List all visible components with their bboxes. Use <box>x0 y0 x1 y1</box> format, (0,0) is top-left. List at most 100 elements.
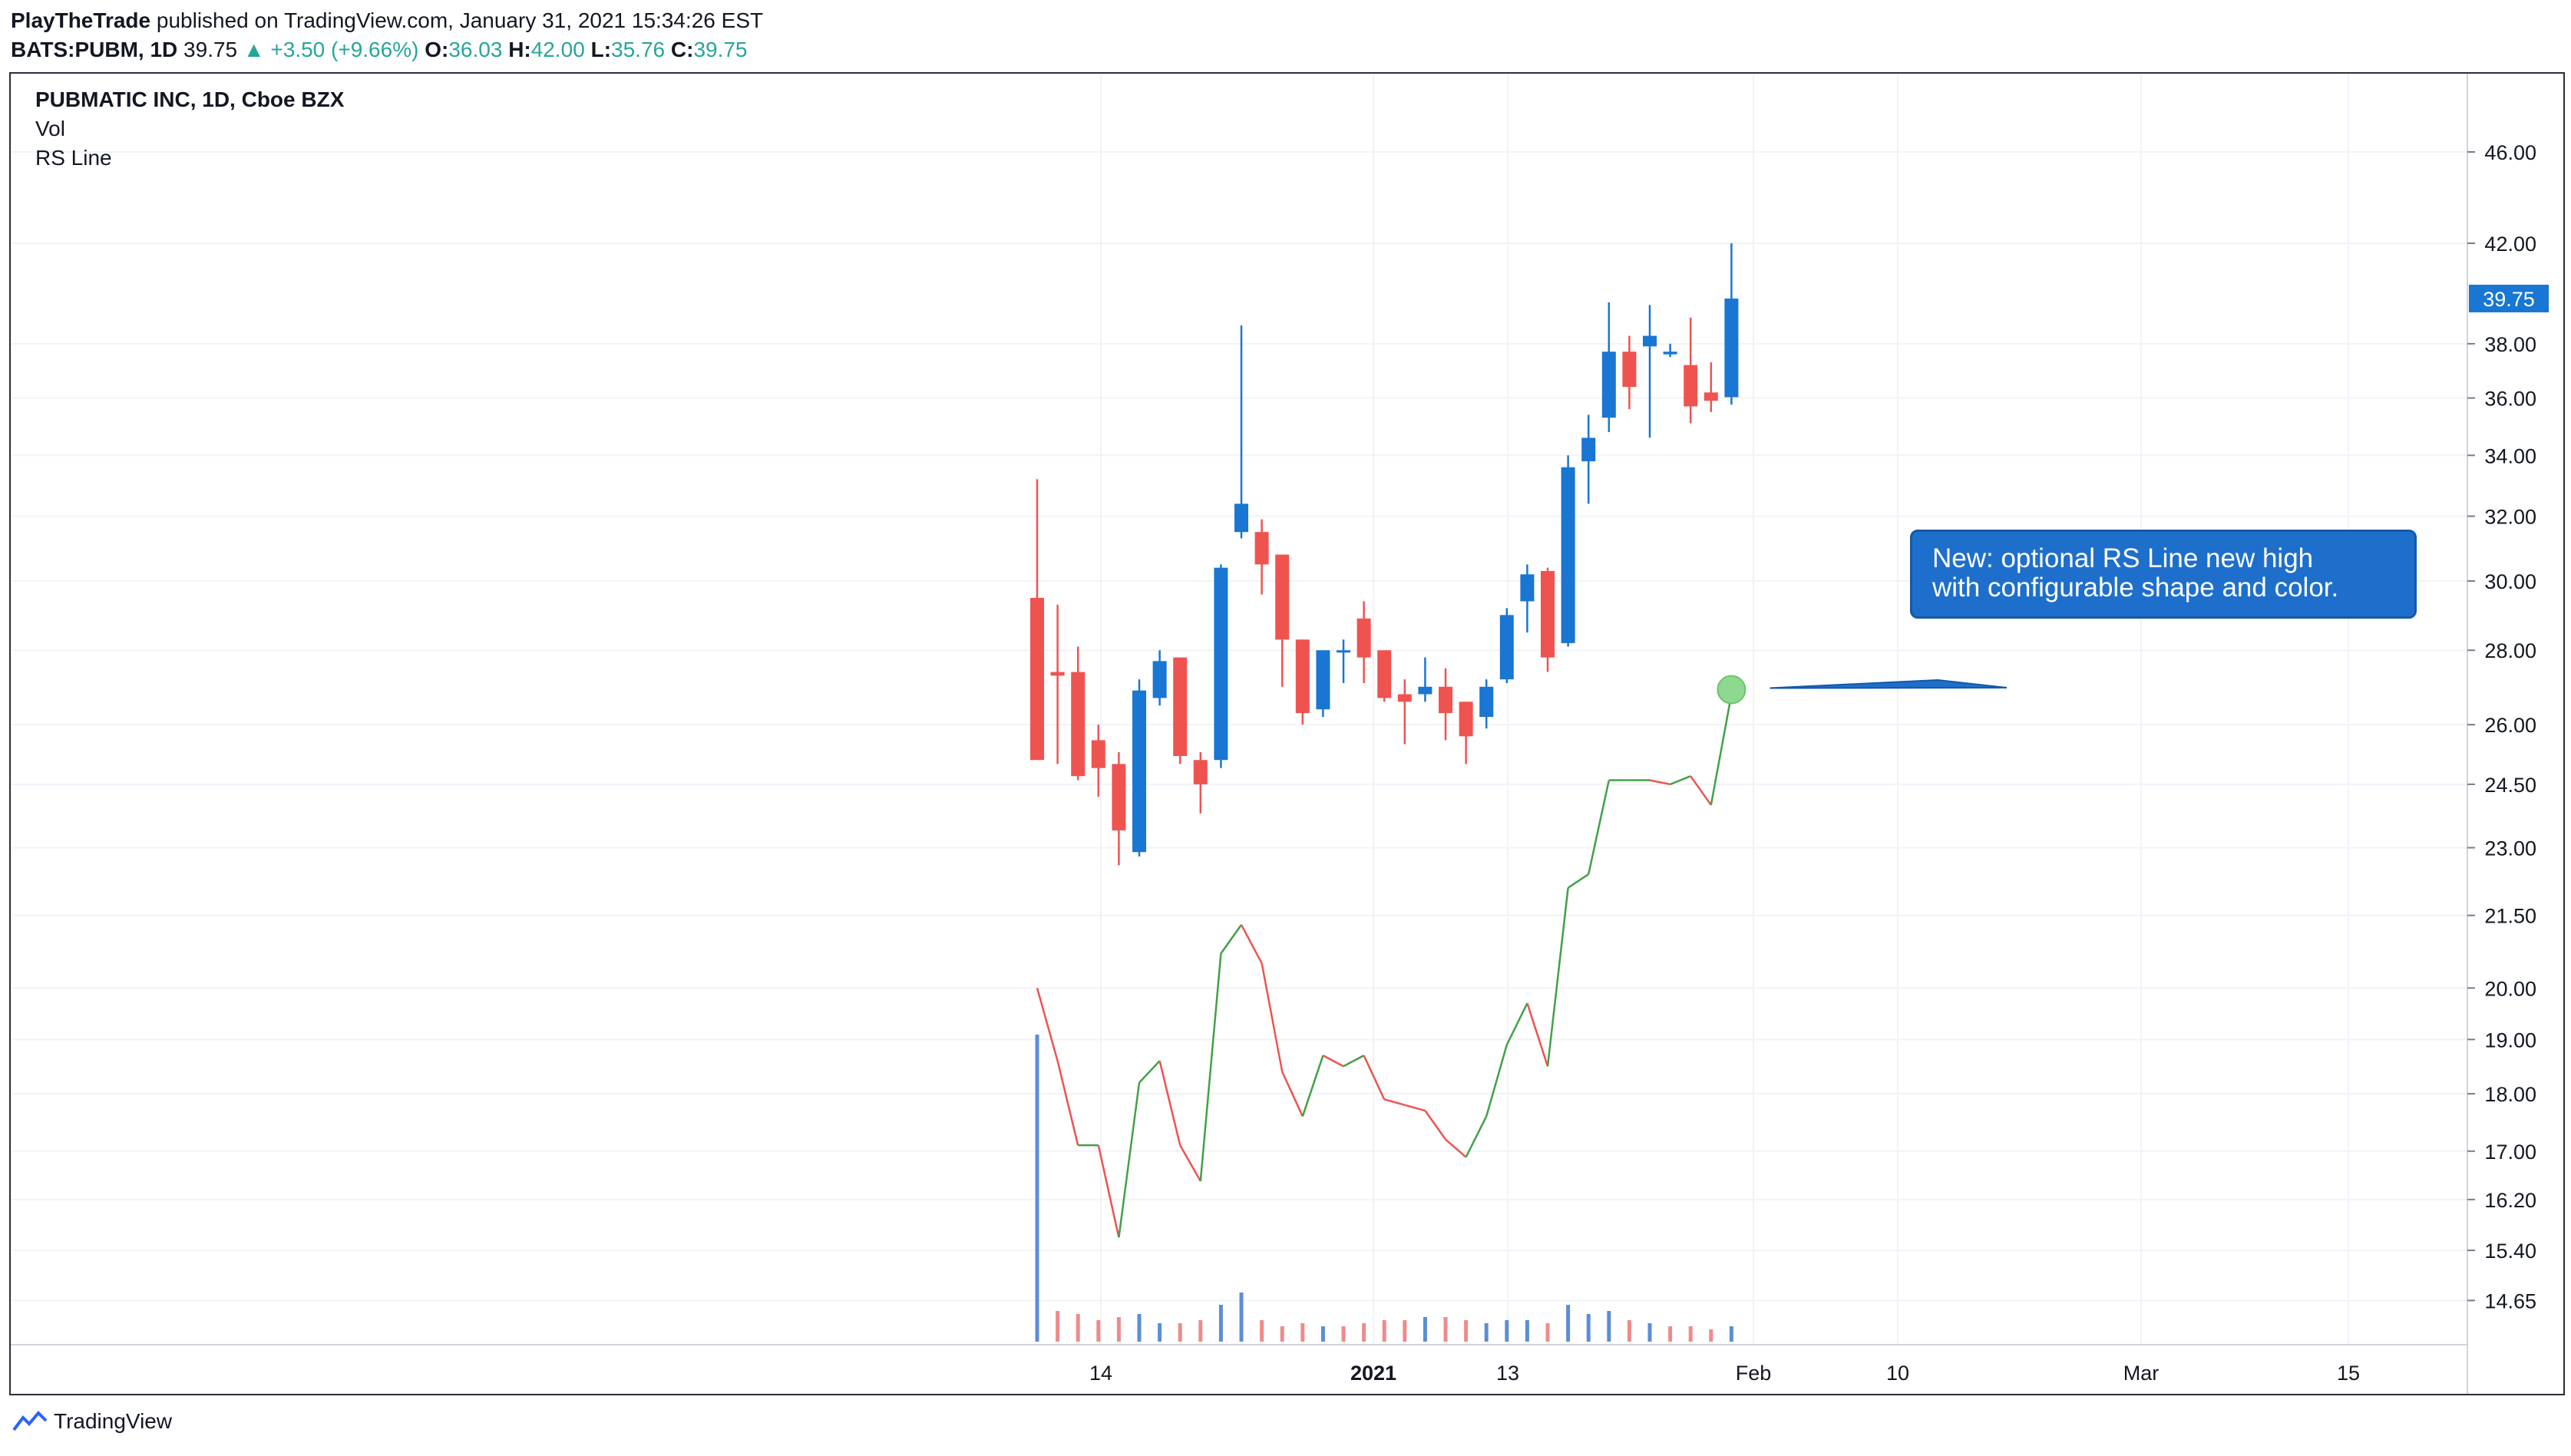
volume-bar <box>1056 1311 1060 1342</box>
rs-line-segment <box>1710 694 1733 806</box>
volume-bar <box>1484 1323 1489 1342</box>
candle-body <box>1214 567 1228 761</box>
rs-line-segment <box>1649 779 1670 786</box>
rs-line-segment <box>1526 1002 1549 1067</box>
x-tick-label: 10 <box>1886 1362 1909 1385</box>
rs-line-segment <box>1690 775 1712 806</box>
price-chart[interactable]: 46.00 42.00 38.00 36.00 34.00 32.00 30.00 28.00… <box>11 74 2563 1394</box>
rs-line-segment <box>1118 1082 1141 1238</box>
volume-bar <box>1035 1035 1039 1342</box>
candle-body <box>1050 672 1065 676</box>
callout-line-1: New: optional RS Line new high <box>1932 543 2314 573</box>
rs-line-segment <box>1404 1104 1426 1112</box>
up-arrow-icon: ▲ <box>243 38 265 61</box>
candle-body <box>1581 437 1596 462</box>
candle-body <box>1071 672 1086 777</box>
rs-line-segment <box>1056 1060 1079 1146</box>
volume-bar <box>1586 1314 1591 1342</box>
volume-bar <box>1260 1320 1264 1342</box>
x-tick-label: 14 <box>1089 1362 1112 1385</box>
y-tick-label: 34.00 <box>2484 444 2536 467</box>
rs-line-segment <box>1670 775 1691 786</box>
annotation-callout[interactable]: New: optional RS Line new high with conf… <box>1910 530 2417 619</box>
rs-line-segment <box>1343 1055 1365 1068</box>
open-label: O: <box>425 38 449 61</box>
volume-bar <box>1464 1320 1469 1342</box>
candle-body <box>1091 740 1105 768</box>
candle-body <box>1622 352 1637 388</box>
close-label: C: <box>670 38 694 61</box>
rs-line-segment <box>1424 1110 1447 1141</box>
volume-bar <box>1382 1320 1386 1342</box>
legend-title[interactable]: PUBMATIC INC, 1D, Cboe BZX <box>35 87 345 111</box>
volume-bar <box>1137 1314 1142 1342</box>
candle-body <box>1663 352 1677 355</box>
y-tick-label: 18.00 <box>2484 1083 2536 1106</box>
callout-line-2: with configurable shape and color. <box>1932 573 2339 603</box>
rs-line-segment <box>1097 1144 1120 1238</box>
volume-bar <box>1300 1323 1305 1342</box>
rs-line-segment <box>1546 887 1569 1067</box>
low-label: L: <box>590 38 612 61</box>
y-tick-label: 24.50 <box>2484 774 2536 797</box>
volume-bar <box>1076 1314 1080 1342</box>
volume-bar <box>1525 1320 1529 1342</box>
candle-body <box>1418 686 1433 695</box>
y-tick-label: 20.00 <box>2484 977 2536 1000</box>
rs-line-segment <box>1199 953 1222 1181</box>
rs-line-segment <box>1485 1044 1509 1117</box>
y-tick-label: 14.65 <box>2484 1289 2536 1312</box>
open-value: 36.03 <box>448 38 503 61</box>
y-tick-label: 26.00 <box>2484 714 2536 737</box>
candle-body <box>1377 650 1392 698</box>
volume-bar <box>1218 1305 1223 1342</box>
rs-line-segment <box>1036 987 1059 1061</box>
volume-bar <box>1341 1326 1346 1342</box>
x-tick-label: 13 <box>1496 1362 1519 1385</box>
chart-header: PlayTheTrade published on TradingView.co… <box>11 6 763 64</box>
candle-body <box>1643 335 1657 347</box>
legend-vol[interactable]: Vol <box>35 117 65 140</box>
chart-frame[interactable]: 46.00 42.00 38.00 36.00 34.00 32.00 30.00 28.00… <box>9 72 2565 1395</box>
candle-body <box>1561 467 1575 643</box>
close-value: 39.75 <box>693 38 748 61</box>
rs-line-segment <box>1465 1115 1488 1158</box>
candle-body <box>1479 686 1494 718</box>
rs-line-segment <box>1281 1071 1304 1117</box>
candle-body <box>1112 764 1126 830</box>
volume-bar <box>1320 1326 1325 1342</box>
last-price-tag <box>2469 284 2549 312</box>
last-price-label: 39.75 <box>2483 288 2535 311</box>
candle-body <box>1193 760 1208 784</box>
volume-bar <box>1280 1326 1284 1342</box>
volume-bar <box>1545 1323 1550 1342</box>
candle-body <box>1254 532 1269 565</box>
candle-body <box>1030 597 1044 761</box>
volume-bar <box>1116 1317 1121 1342</box>
volume-bar <box>1505 1320 1509 1342</box>
volume-bar <box>1566 1305 1571 1342</box>
volume-bar <box>1198 1320 1203 1342</box>
y-tick-label: 36.00 <box>2484 388 2536 411</box>
candle-body <box>1704 392 1718 401</box>
y-tick-label: 17.00 <box>2484 1141 2536 1164</box>
rs-line-segment <box>1220 924 1243 954</box>
footer-branding[interactable]: TradingView <box>12 1409 172 1434</box>
y-tick-label: 38.00 <box>2484 333 2536 356</box>
candle-body <box>1520 574 1535 602</box>
low-value: 35.76 <box>611 38 666 61</box>
candle-body <box>1499 615 1514 680</box>
volume-bar <box>1362 1323 1366 1342</box>
rs-line-segment <box>1567 873 1589 889</box>
legend-rs-line[interactable]: RS Line <box>35 146 112 170</box>
volume-bar <box>1627 1320 1631 1342</box>
candle-body <box>1601 352 1616 418</box>
y-tick-label: 15.40 <box>2484 1240 2536 1263</box>
last-price: 39.75 <box>183 38 238 61</box>
author-name[interactable]: PlayTheTrade <box>11 8 151 32</box>
rs-line-segment <box>1261 962 1284 1072</box>
y-tick-label: 19.00 <box>2484 1028 2536 1052</box>
y-tick-label: 42.00 <box>2484 233 2536 256</box>
rs-line-segment <box>1505 1002 1528 1045</box>
rs-line-segment <box>1240 924 1263 964</box>
